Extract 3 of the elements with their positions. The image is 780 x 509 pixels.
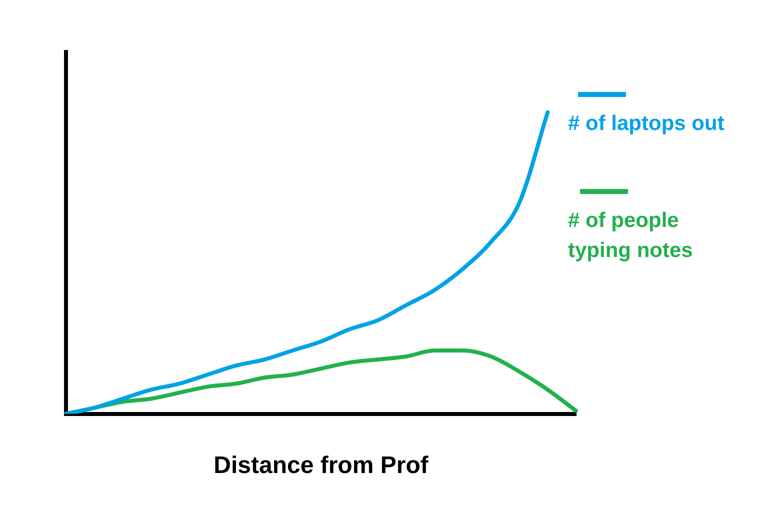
legend-label: # of laptops out	[568, 111, 726, 137]
legend-label: # of people typing notes	[568, 208, 694, 264]
x-axis-title: Distance from Prof	[214, 452, 430, 480]
